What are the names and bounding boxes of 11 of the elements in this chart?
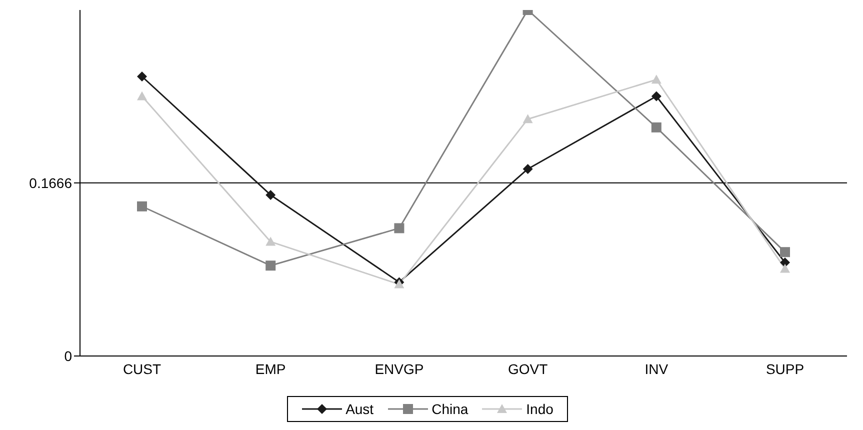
y-tick-label: 0.1666	[29, 174, 72, 191]
x-tick-label: EMP	[255, 360, 286, 377]
legend-label: China	[432, 401, 468, 417]
y-tick-label: 0	[64, 348, 72, 364]
x-tick-label: CUST	[122, 360, 162, 377]
legend-label: Indo	[526, 401, 554, 417]
x-tick-label: SUPP	[766, 360, 804, 377]
x-tick-label: INV	[644, 360, 669, 377]
x-tick-label: ENVGP	[374, 360, 424, 377]
x-tick-label: GOVT	[508, 360, 548, 377]
legend-label: Aust	[346, 401, 374, 417]
